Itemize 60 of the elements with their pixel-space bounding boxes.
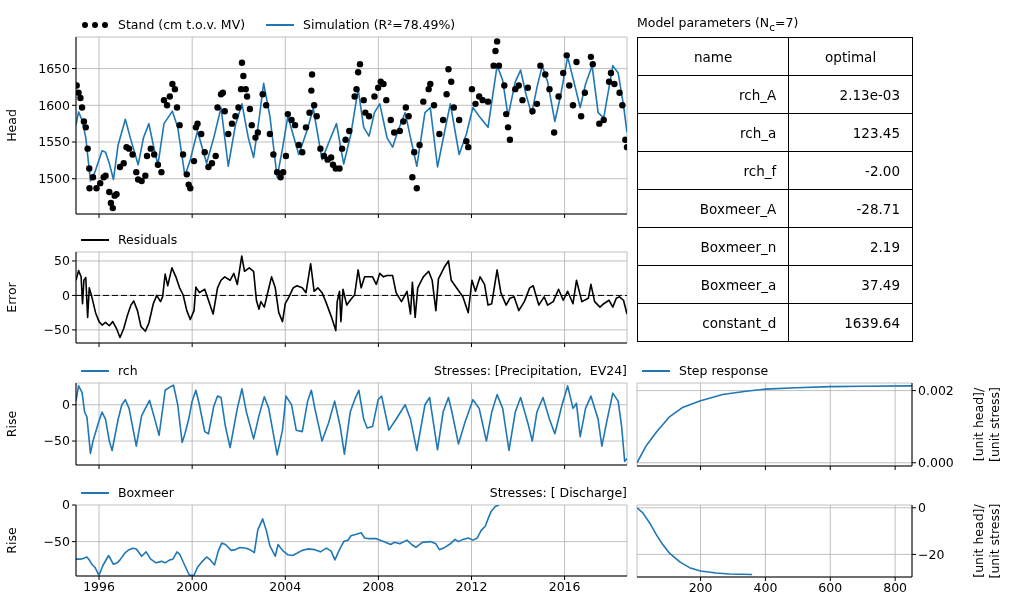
y2-axis-title: [unit head]/ [unit stress] xyxy=(971,387,1002,462)
chart-title: Stresses: [ Discharge] xyxy=(489,485,627,500)
x-tick-label: 2004 xyxy=(269,578,302,594)
y-tick-label: −50 xyxy=(43,534,71,550)
y-tick-label: −50 xyxy=(43,433,71,449)
data-label: -2.00 xyxy=(788,151,913,190)
line-series xyxy=(76,505,500,576)
chart-title: Stresses: [Precipitation, EV24] xyxy=(434,363,627,378)
y2-tick-label: 0.002 xyxy=(918,383,954,399)
data-label: -28.71 xyxy=(788,189,913,228)
y-axis-title: Head xyxy=(4,109,19,142)
y-axis-title: Rise xyxy=(4,527,19,554)
data-label: 2.19 xyxy=(788,227,913,266)
y2-axis-title: [unit head]/ [unit stress] xyxy=(971,503,1002,579)
legend-label: Step response xyxy=(679,363,769,378)
y-tick-label: 1500 xyxy=(38,171,71,187)
line-series xyxy=(76,255,627,339)
category-label: rch_f xyxy=(637,151,789,190)
legend-label: Residuals xyxy=(118,232,178,247)
category-label: Boxmeer_a xyxy=(637,265,789,304)
category-label: constant_d xyxy=(637,303,789,342)
legend-label: Stand (cm t.o.v. MV) xyxy=(118,17,246,32)
text: Model parameters (N$_{c}$=7) xyxy=(637,14,800,35)
x-tick-label: 400 xyxy=(753,579,778,595)
x-tick-label: 2012 xyxy=(455,578,488,594)
legend-label: Simulation (R²=78.49%) xyxy=(303,17,456,32)
x-tick-label: 2016 xyxy=(548,578,581,594)
y-tick-label: 0 xyxy=(62,287,71,303)
y-tick-label: 0 xyxy=(62,497,71,513)
legend-label: rch xyxy=(118,363,138,378)
line-series xyxy=(76,384,627,463)
category-label: Boxmeer_A xyxy=(637,189,789,228)
x-tick-label: 600 xyxy=(818,579,843,595)
y2-tick-label: 0 xyxy=(918,500,926,516)
y-tick-label: 1550 xyxy=(38,134,71,150)
category-label: Boxmeer_n xyxy=(637,227,789,266)
data-label: 2.13e-03 xyxy=(788,75,913,114)
y-tick-label: −50 xyxy=(43,322,71,338)
y-tick-label: 0 xyxy=(62,397,71,413)
category-label: rch_a xyxy=(637,113,789,152)
y-tick-label: 1600 xyxy=(38,97,71,113)
x-tick-label: 1996 xyxy=(83,578,115,594)
x-tick-label: 2008 xyxy=(362,578,395,594)
y-tick-label: 1650 xyxy=(38,61,71,77)
x-tick-label: 2000 xyxy=(176,578,209,594)
legend-label: Boxmeer xyxy=(118,485,174,500)
y2-tick-label: −20 xyxy=(918,546,945,562)
y-axis-title: Error xyxy=(4,281,19,313)
line-series xyxy=(637,385,912,464)
category-label: rch_A xyxy=(637,75,789,114)
data-label: 1639.64 xyxy=(788,303,913,342)
x-tick-label: 800 xyxy=(883,579,908,595)
y-tick-label: 50 xyxy=(54,253,71,269)
y-axis-title: Rise xyxy=(4,410,19,438)
y2-tick-label: 0.000 xyxy=(918,455,954,471)
text: name xyxy=(637,37,789,76)
x-tick-label: 200 xyxy=(688,579,713,595)
data-label: 37.49 xyxy=(788,265,913,304)
data-label: 123.45 xyxy=(788,113,913,152)
text: optimal xyxy=(788,37,913,76)
